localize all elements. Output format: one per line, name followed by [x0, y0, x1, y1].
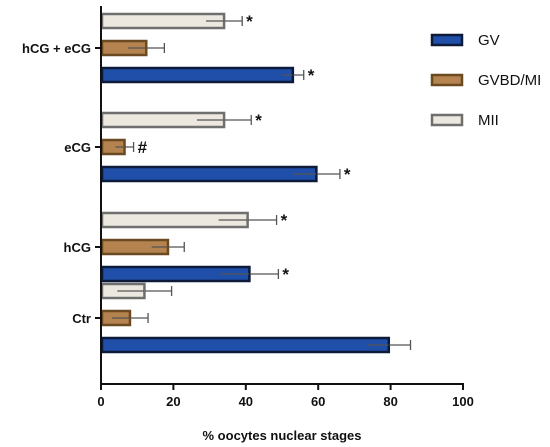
category-label-ctr: Ctr: [72, 311, 91, 326]
significance-mark: *: [246, 12, 253, 31]
legend: GV GVBD/MI MII: [430, 32, 541, 129]
bar-gv-ctr: [100, 336, 391, 354]
significance-mark: *: [344, 165, 351, 184]
category-label-hcg: hCG: [64, 240, 91, 255]
legend-label-mii: MII: [478, 112, 499, 129]
significance-mark: *: [282, 265, 289, 284]
category-label-hcg-ecg: hCG + eCG: [22, 41, 91, 56]
category-label-ecg: eCG: [64, 140, 91, 155]
bar-gv-hcg-ecg: [100, 66, 295, 84]
x-tick-label: 40: [239, 394, 253, 409]
x-tick-label: 100: [452, 394, 474, 409]
significance-mark: #: [138, 138, 148, 157]
x-tick-label: 80: [383, 394, 397, 409]
x-axis-title: % oocytes nuclear stages: [203, 428, 362, 443]
x-tick-label: 0: [97, 394, 104, 409]
bar-mii-hcg-ecg: [100, 12, 226, 30]
legend-swatch-gvbd-mi: [430, 73, 464, 87]
legend-swatch-gv: [430, 33, 464, 47]
significance-mark: *: [281, 211, 288, 230]
significance-mark: *: [308, 66, 315, 85]
legend-swatch-mii: [430, 113, 464, 127]
annotations-layer: * * * # * * *: [138, 12, 351, 284]
legend-label-gvbd-mi: GVBD/MI: [478, 72, 541, 89]
x-tick-label: 60: [311, 394, 325, 409]
significance-mark: *: [255, 111, 262, 130]
bar-gv-ecg: [100, 165, 318, 183]
x-tick-label: 20: [166, 394, 180, 409]
error-bars-layer: [111, 16, 412, 350]
legend-label-gv: GV: [478, 32, 500, 49]
x-ticks: 0 20 40 60 80 100: [97, 384, 474, 409]
y-ticks: Ctr hCG eCG hCG + eCG: [22, 41, 101, 326]
